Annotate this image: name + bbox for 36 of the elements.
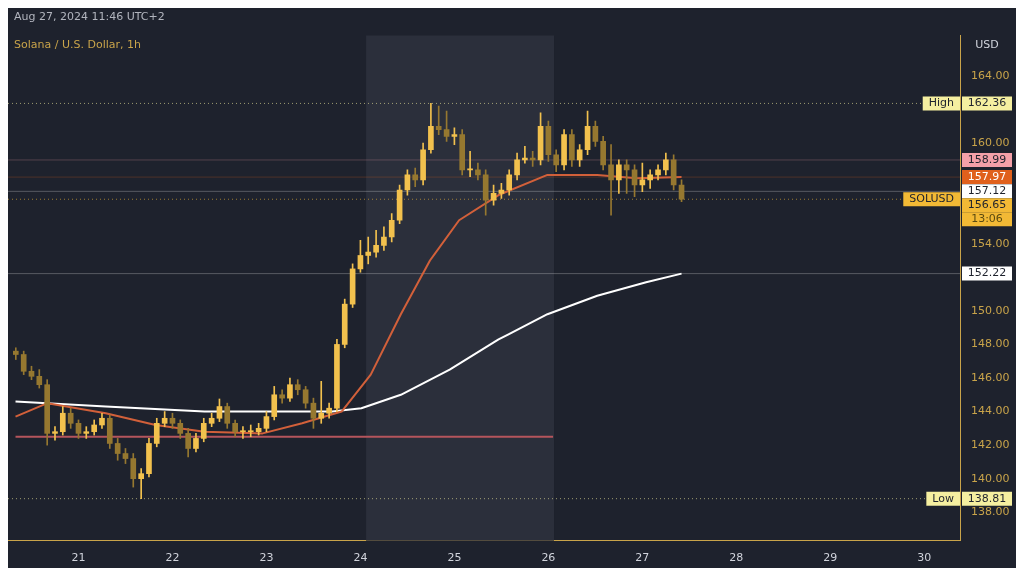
y-axis-title: USD bbox=[975, 38, 999, 52]
annotation: High bbox=[928, 96, 955, 110]
candlestick bbox=[83, 426, 90, 439]
ref-line-label: 138.81 bbox=[967, 491, 1007, 505]
ref-line-label: 152.22 bbox=[967, 266, 1007, 280]
annotation: Low bbox=[932, 491, 955, 505]
x-tick-label: 30 bbox=[917, 551, 932, 565]
y-tick-label: 164.00 bbox=[971, 68, 1010, 82]
ref-line-label: 162.36 bbox=[967, 96, 1007, 110]
x-tick-label: 28 bbox=[729, 551, 744, 565]
x-tick-label: 22 bbox=[165, 551, 180, 565]
y-tick-label: 140.00 bbox=[971, 471, 1010, 485]
y-tick-label: 160.00 bbox=[971, 135, 1010, 149]
text: Aug 27, 2024 11:46 UTC+2 bbox=[13, 9, 166, 25]
text: 13:06 bbox=[971, 212, 1003, 226]
y-tick-label: 154.00 bbox=[971, 236, 1010, 250]
y-tick-label: 138.00 bbox=[971, 505, 1010, 519]
x-tick-label: 27 bbox=[635, 551, 650, 565]
x-tick-label: 29 bbox=[823, 551, 838, 565]
y-tick-label: 142.00 bbox=[971, 437, 1010, 451]
y-tick-label: 148.00 bbox=[971, 337, 1010, 351]
ref-line-label: 157.97 bbox=[967, 169, 1007, 183]
x-tick-label: 21 bbox=[71, 551, 86, 565]
ref-line-label: 158.99 bbox=[967, 152, 1007, 166]
annotation: SOLUSD bbox=[909, 192, 954, 206]
x-tick-label: 25 bbox=[447, 551, 462, 565]
candlestick bbox=[52, 426, 58, 441]
ref-line-label: 157.12 bbox=[967, 184, 1007, 198]
x-tick-label: 24 bbox=[353, 551, 368, 565]
y-tick-label: 146.00 bbox=[971, 370, 1010, 384]
y-tick-label: 150.00 bbox=[971, 303, 1010, 317]
x-tick-label: 26 bbox=[541, 551, 556, 565]
chart-title: Solana / U.S. Dollar, 1h bbox=[14, 38, 142, 52]
x-tick-label: 23 bbox=[259, 551, 274, 565]
y-tick-label: 144.00 bbox=[971, 404, 1010, 418]
ref-line-label: 156.65 bbox=[967, 198, 1007, 212]
